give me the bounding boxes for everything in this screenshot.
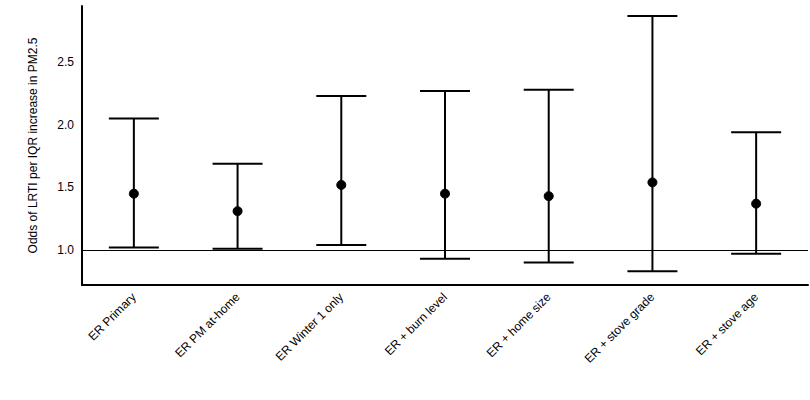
svg-text:ER + stove age: ER + stove age bbox=[693, 290, 761, 358]
svg-text:ER + home size: ER + home size bbox=[484, 290, 554, 360]
svg-text:1.0: 1.0 bbox=[57, 243, 74, 257]
svg-text:ER + burn level: ER + burn level bbox=[382, 290, 450, 358]
svg-text:ER Winter 1 only: ER Winter 1 only bbox=[273, 290, 346, 363]
svg-text:2.5: 2.5 bbox=[57, 55, 74, 69]
svg-text:Odds of LRTI per IQR increase: Odds of LRTI per IQR increase in PM2.5 bbox=[26, 37, 40, 253]
svg-text:2.0: 2.0 bbox=[57, 118, 74, 132]
svg-text:1.5: 1.5 bbox=[57, 180, 74, 194]
svg-text:ER PM at-home: ER PM at-home bbox=[172, 290, 242, 360]
svg-text:ER + stove grade: ER + stove grade bbox=[582, 290, 658, 366]
svg-text:ER Primary: ER Primary bbox=[86, 290, 139, 343]
